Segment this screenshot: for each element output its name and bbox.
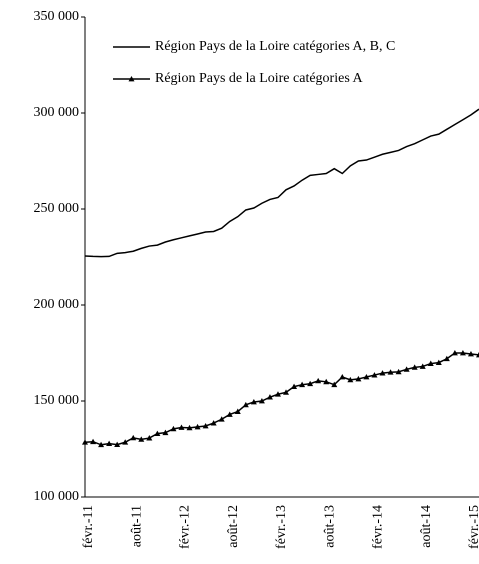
point-marker [339,374,346,380]
point-marker [307,380,314,387]
point-marker [82,439,88,445]
point-marker [476,351,479,358]
point-marker [274,391,281,397]
point-marker [202,422,209,429]
point-marker [355,375,362,382]
point-marker [347,376,354,383]
point-marker [178,424,185,430]
x-tick-label: févr.-11 [81,505,96,548]
point-marker [379,370,386,376]
point-marker [194,423,201,430]
x-tick-label: févr.-15 [467,505,479,549]
point-marker [210,420,217,426]
point-marker [234,408,241,414]
y-tick-label: 100 000 [34,489,80,504]
y-tick-label: 350 000 [34,9,80,24]
point-marker [467,350,474,357]
series-line [84,108,479,258]
point-marker [419,363,426,369]
point-marker [427,360,434,366]
point-marker [459,350,466,356]
point-marker [154,430,161,437]
point-marker [218,416,225,422]
point-marker [242,401,249,408]
point-marker [443,355,450,362]
point-marker [226,411,233,417]
point-marker [162,429,169,436]
point-marker [411,364,418,370]
point-marker [291,383,298,389]
x-tick-label: févr.-12 [178,505,193,549]
y-tick-label: 150 000 [34,393,80,408]
y-tick-label: 250 000 [34,201,80,216]
point-marker [122,439,129,445]
point-marker [130,434,137,441]
point-marker [395,368,402,375]
point-marker [250,398,257,405]
point-marker [323,378,330,385]
point-marker [106,440,113,447]
legend-label: Région Pays de la Loire catégories A [155,71,363,86]
point-marker [138,436,145,442]
y-tick-label: 200 000 [34,297,80,312]
point-marker [90,438,97,445]
x-tick-label: févr.-13 [274,505,289,549]
x-tick-label: août-13 [322,505,337,548]
point-marker [363,374,370,380]
point-marker [114,441,121,447]
point-marker [371,372,378,378]
x-tick-label: févr.-14 [371,505,386,549]
legend-marker [128,76,135,82]
x-tick-label: août-11 [129,505,144,547]
point-marker [146,435,153,441]
x-tick-label: août-12 [226,505,241,548]
point-marker [283,389,290,395]
point-marker [435,359,442,365]
point-marker [170,425,177,432]
y-tick-label: 300 000 [34,105,80,120]
point-marker [451,350,458,356]
point-marker [403,366,410,372]
point-marker [387,369,394,375]
point-marker [98,441,105,448]
x-tick-label: août-14 [419,505,434,548]
point-marker [315,377,322,384]
point-marker [266,394,273,400]
series-line [84,352,479,446]
legend-label: Région Pays de la Loire catégories A, B,… [155,39,395,54]
point-marker [299,381,306,388]
point-marker [258,398,265,404]
point-marker [186,424,193,431]
point-marker [331,381,338,388]
